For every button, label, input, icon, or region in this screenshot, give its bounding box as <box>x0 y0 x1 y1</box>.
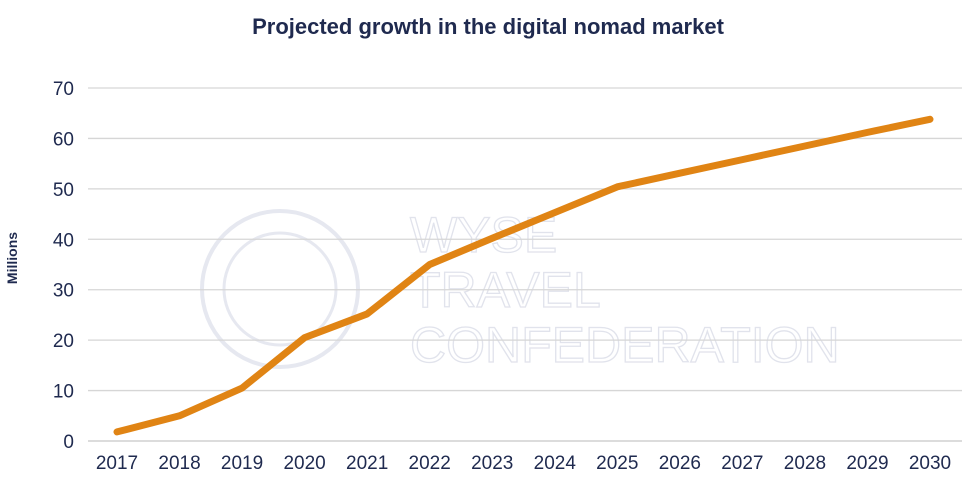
x-tick-label: 2024 <box>534 453 577 474</box>
y-tick-label: 50 <box>53 180 74 201</box>
x-tick-label: 2029 <box>846 453 888 474</box>
x-tick-label: 2030 <box>909 453 951 474</box>
watermark-logo-ring <box>200 209 360 369</box>
x-tick-label: 2028 <box>784 453 826 474</box>
x-tick-label: 2020 <box>283 453 325 474</box>
y-tick-label: 20 <box>53 331 74 352</box>
y-tick-label: 40 <box>53 230 74 251</box>
y-tick-label: 70 <box>53 79 74 100</box>
x-tick-label: 2026 <box>659 453 701 474</box>
x-tick-label: 2018 <box>158 453 200 474</box>
y-tick-label: 10 <box>53 382 74 403</box>
x-tick-label: 2021 <box>346 453 388 474</box>
y-tick-label: 0 <box>63 432 74 453</box>
x-tick-label: 2023 <box>471 453 513 474</box>
chart-title: Projected growth in the digital nomad ma… <box>252 14 724 39</box>
x-tick-label: 2025 <box>596 453 638 474</box>
series-line <box>113 115 934 436</box>
y-tick-label: 60 <box>53 129 74 150</box>
watermark-text: WYSE <box>410 207 557 263</box>
x-tick-label: 2022 <box>409 453 451 474</box>
x-tick-label: 2019 <box>221 453 263 474</box>
x-tick-label: 2027 <box>721 453 763 474</box>
watermark-text: CONFEDERATION <box>410 317 840 373</box>
watermark-logo-inner-ring <box>222 231 338 347</box>
x-tick-label: 2017 <box>96 453 138 474</box>
y-tick-label: 30 <box>53 281 74 302</box>
